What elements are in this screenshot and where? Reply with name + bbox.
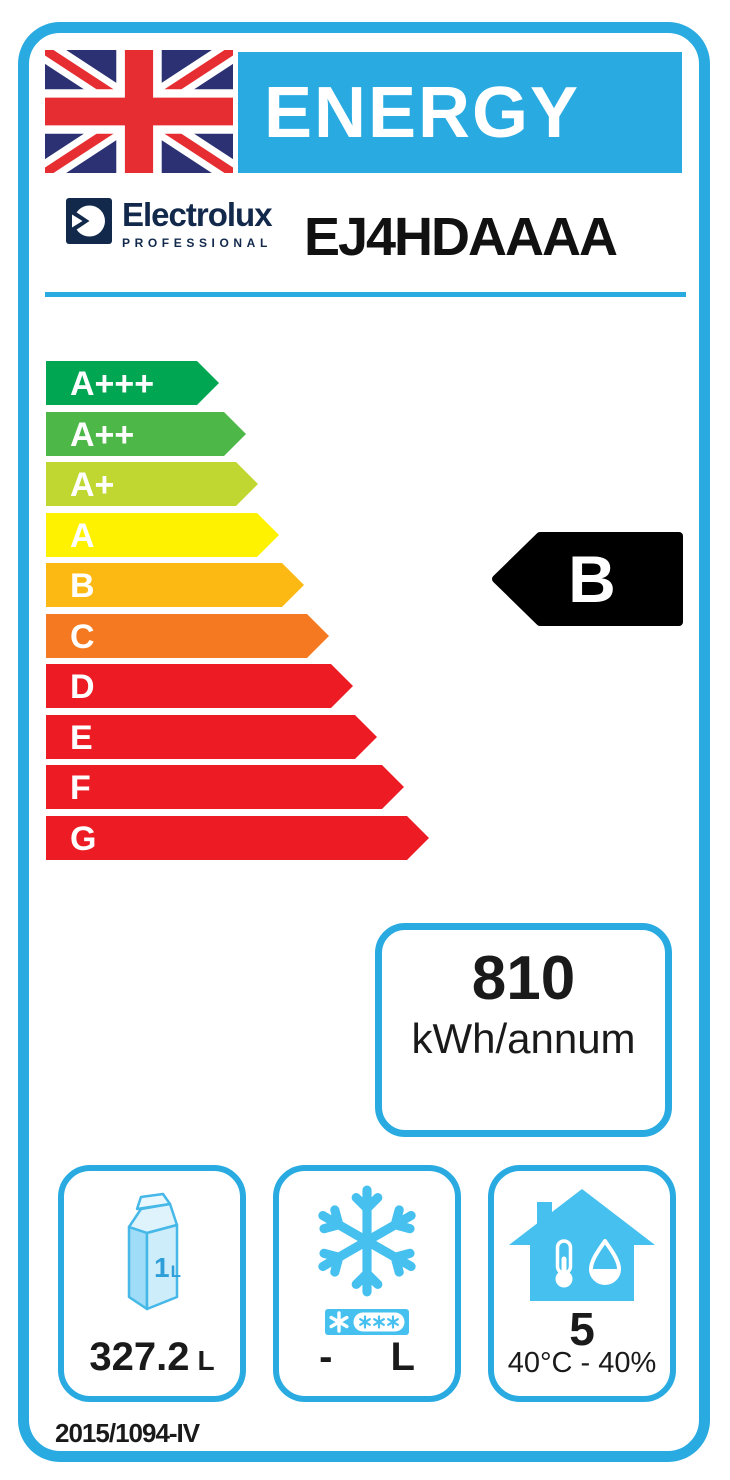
water-drop-icon [589, 1239, 621, 1285]
label-border-frame [18, 22, 710, 1462]
svg-text:A: A [70, 517, 95, 555]
svg-text:A+++: A+++ [70, 365, 154, 403]
rating-arrow-a: A [46, 512, 279, 557]
svg-text:B: B [70, 567, 95, 605]
svg-text:E: E [70, 719, 93, 757]
freezer-four-star-icon [325, 1309, 409, 1335]
fridge-volume-unit: L [197, 1345, 215, 1376]
svg-text:A++: A++ [70, 416, 134, 454]
rating-arrow-a+++: A+++ [46, 361, 219, 405]
svg-text:D: D [70, 668, 95, 706]
rating-arrow-f: F [46, 765, 404, 809]
model-number: EJ4HDAAAA [303, 207, 618, 267]
freezer-volume-box: - L [273, 1165, 461, 1402]
rating-arrow-b: B [46, 563, 304, 607]
rating-arrow-d: D [46, 664, 353, 708]
svg-text:C: C [70, 618, 95, 656]
energy-title: ENERGY [264, 72, 581, 153]
climate-condition: 40°C - 40% [507, 1347, 657, 1379]
rating-arrow-g: G [46, 815, 429, 860]
svg-text:A+: A+ [70, 466, 114, 504]
thermometer-icon [555, 1239, 573, 1288]
house-icon [509, 1189, 655, 1301]
milk-carton-icon: 1L [127, 1192, 181, 1311]
brand-name: Electrolux [122, 196, 273, 233]
fridge-volume-box: 1L 327.2 L [58, 1165, 246, 1402]
brand-subtitle: PROFESSIONAL [122, 236, 272, 250]
current-rating-letter: B [568, 542, 616, 616]
regulation-number: 2015/1094-IV [55, 1418, 200, 1448]
electrolux-logo: Electrolux PROFESSIONAL [66, 196, 273, 250]
energy-banner: ENERGY [238, 52, 682, 173]
consumption-unit: kWh/annum [411, 1015, 636, 1063]
freezer-volume-value: - [319, 1335, 333, 1379]
header-divider [45, 292, 686, 297]
climate-class-box: 5 40°C - 40% [488, 1165, 676, 1402]
uk-flag-icon [45, 50, 233, 173]
svg-text:F: F [70, 769, 91, 807]
freezer-volume-unit: L [390, 1335, 415, 1379]
svg-text:1L: 1L [154, 1252, 181, 1283]
fridge-volume-value: 327.2 [89, 1335, 190, 1379]
climate-class-value: 5 [569, 1303, 595, 1355]
energy-consumption-box: 810 kWh/annum [375, 923, 672, 1137]
rating-arrow-a+: A+ [46, 462, 258, 506]
consumption-value: 810 [471, 944, 576, 1013]
rating-arrow-c: C [46, 613, 329, 658]
svg-text:G: G [70, 820, 96, 858]
electrolux-mark-icon [66, 198, 112, 244]
rating-arrow-a++: A++ [46, 411, 246, 456]
rating-scale: A+++ A++ A+ A B C D E F G [46, 361, 446, 861]
current-rating-arrow: B [492, 532, 683, 626]
snowflake-icon [318, 1185, 416, 1297]
rating-arrow-e: E [46, 714, 377, 759]
